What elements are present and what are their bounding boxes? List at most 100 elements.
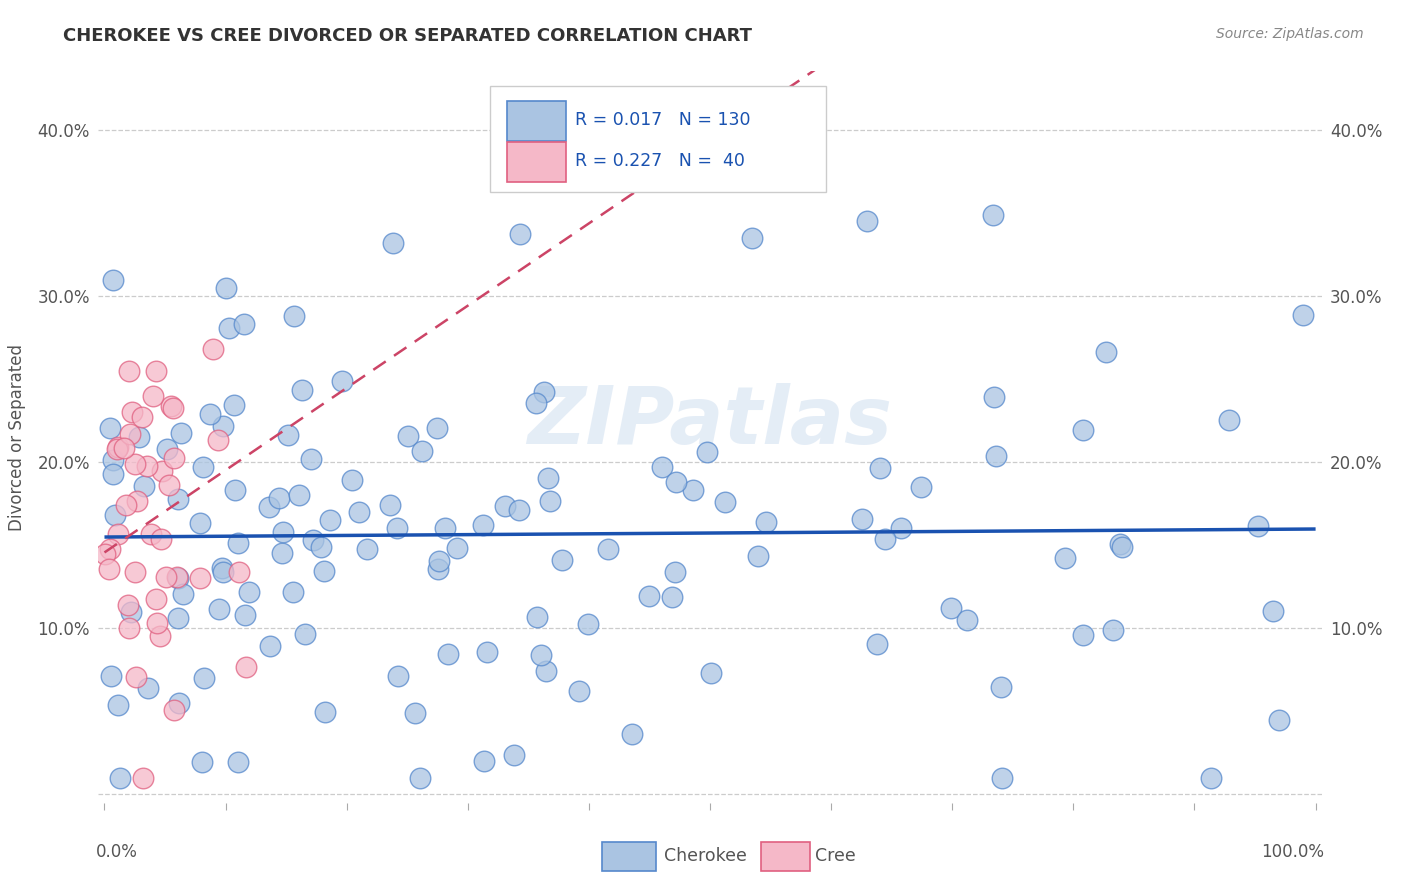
Point: [238, 585, 260, 599]
Point: [156, 442, 179, 456]
FancyBboxPatch shape: [602, 842, 657, 871]
Text: CHEROKEE VS CREE DIVORCED OR SEPARATED CORRELATION CHART: CHEROKEE VS CREE DIVORCED OR SEPARATED C…: [63, 27, 752, 45]
Point: [105, 442, 128, 457]
Point: [568, 684, 591, 698]
Point: [404, 706, 426, 720]
Point: [114, 498, 136, 512]
Point: [166, 571, 188, 585]
Point: [267, 491, 290, 505]
Point: [233, 607, 256, 622]
Point: [309, 541, 332, 555]
Point: [118, 427, 141, 442]
Point: [124, 566, 146, 580]
Point: [299, 451, 322, 466]
Point: [208, 602, 231, 616]
Point: [661, 590, 683, 604]
Y-axis label: Divorced or Separated: Divorced or Separated: [8, 343, 27, 531]
Point: [1218, 413, 1240, 427]
Text: 100.0%: 100.0%: [1261, 843, 1324, 861]
FancyBboxPatch shape: [489, 86, 827, 192]
Point: [281, 584, 304, 599]
Point: [638, 590, 661, 604]
Point: [162, 401, 184, 416]
Point: [381, 235, 404, 250]
Point: [1247, 519, 1270, 533]
Point: [427, 554, 450, 568]
Point: [232, 317, 254, 331]
Point: [193, 460, 215, 475]
Text: Cree: Cree: [815, 847, 856, 865]
Point: [257, 500, 280, 515]
Point: [330, 374, 353, 388]
Point: [157, 478, 180, 492]
Point: [682, 483, 704, 497]
Point: [526, 396, 548, 410]
Point: [291, 383, 314, 397]
Point: [956, 613, 979, 627]
Point: [426, 421, 449, 435]
Point: [172, 587, 194, 601]
Point: [127, 493, 149, 508]
Point: [211, 565, 233, 579]
Point: [167, 697, 190, 711]
Point: [378, 498, 401, 512]
Point: [664, 565, 686, 579]
Point: [211, 561, 233, 575]
Point: [890, 521, 912, 535]
Point: [356, 542, 378, 557]
Point: [98, 542, 121, 557]
Point: [94, 547, 117, 561]
Point: [188, 571, 211, 585]
Point: [314, 705, 336, 719]
Point: [228, 536, 250, 550]
Point: [271, 546, 294, 560]
Point: [121, 405, 143, 419]
Point: [118, 363, 141, 377]
Point: [1109, 537, 1132, 551]
Point: [939, 600, 962, 615]
Point: [198, 407, 221, 421]
Point: [856, 214, 879, 228]
Text: R = 0.017   N = 130: R = 0.017 N = 130: [575, 112, 751, 129]
Point: [990, 771, 1012, 785]
Point: [446, 541, 468, 555]
Point: [124, 457, 146, 471]
Point: [755, 515, 778, 529]
Point: [530, 648, 553, 663]
Point: [224, 398, 246, 412]
Point: [984, 449, 1007, 463]
Point: [536, 664, 558, 678]
Text: ZIPatlas: ZIPatlas: [527, 384, 893, 461]
Point: [411, 443, 433, 458]
Point: [1201, 771, 1223, 785]
Point: [145, 364, 167, 378]
Point: [340, 473, 363, 487]
Point: [215, 281, 238, 295]
Point: [1261, 604, 1284, 618]
Text: Cherokee: Cherokee: [664, 847, 747, 865]
Point: [347, 505, 370, 519]
Point: [167, 492, 190, 507]
Point: [1071, 423, 1094, 437]
Point: [108, 771, 131, 785]
Point: [851, 512, 873, 526]
Point: [97, 562, 120, 576]
Point: [125, 671, 148, 685]
Point: [170, 426, 193, 441]
Point: [150, 464, 173, 478]
Point: [294, 627, 316, 641]
Point: [387, 669, 409, 683]
Point: [104, 508, 127, 522]
Point: [146, 616, 169, 631]
Point: [118, 621, 141, 635]
Point: [434, 521, 457, 535]
FancyBboxPatch shape: [508, 143, 565, 182]
Point: [166, 570, 188, 584]
Point: [869, 461, 891, 475]
Point: [103, 467, 125, 481]
Point: [167, 611, 190, 625]
Point: [990, 680, 1012, 694]
Point: [538, 494, 561, 508]
Point: [472, 754, 495, 768]
Point: [696, 444, 718, 458]
